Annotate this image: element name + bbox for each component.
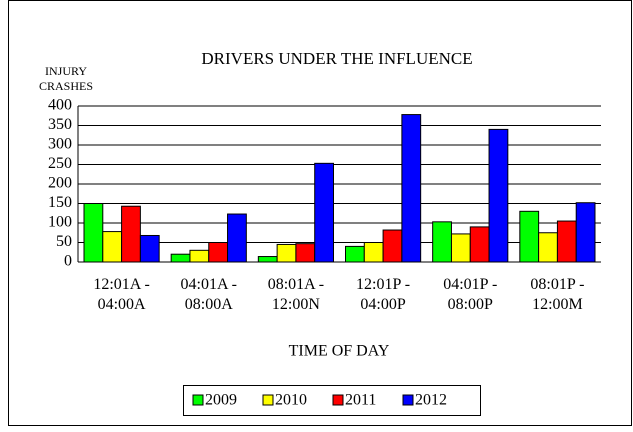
legend-label: 2009 bbox=[205, 392, 237, 409]
y-tick-label: 300 bbox=[48, 136, 72, 153]
bar bbox=[276, 243, 297, 263]
bar bbox=[102, 231, 123, 263]
bar bbox=[295, 243, 316, 263]
legend-swatch bbox=[332, 394, 344, 406]
y-tick-label: 0 bbox=[64, 253, 72, 270]
y-tick-label: 50 bbox=[56, 233, 72, 250]
x-tick-label: 08:01P -12:00M bbox=[530, 276, 584, 313]
y-axis-label: INJURY CRASHES bbox=[39, 64, 93, 93]
legend-box bbox=[183, 385, 481, 416]
bar bbox=[227, 213, 247, 263]
legend-swatch bbox=[402, 394, 414, 406]
bar bbox=[208, 242, 229, 263]
bar bbox=[556, 220, 577, 263]
y-tick-label: 200 bbox=[48, 175, 72, 192]
x-tick-label: 08:01A -12:00N bbox=[268, 276, 324, 313]
bar bbox=[575, 202, 596, 263]
legend-label: 2012 bbox=[415, 392, 447, 409]
bar bbox=[363, 242, 384, 263]
legend-label: 2010 bbox=[275, 392, 307, 409]
x-axis-label: TIME OF DAY bbox=[289, 343, 390, 360]
chart-title: DRIVERS UNDER THE INFLUENCE bbox=[201, 49, 472, 68]
bar bbox=[488, 128, 509, 263]
legend-label: 2011 bbox=[345, 392, 376, 409]
x-tick-label: 04:01A -08:00A bbox=[181, 276, 237, 313]
x-tick-label: 12:01P -04:00P bbox=[356, 276, 410, 313]
bar bbox=[450, 233, 471, 263]
bar bbox=[83, 203, 104, 263]
bar bbox=[519, 210, 540, 263]
x-tick-label: 04:01P -08:00P bbox=[443, 276, 497, 313]
x-tick-label: 12:01A -04:00A bbox=[93, 276, 149, 313]
bar bbox=[170, 253, 191, 263]
legend-swatch bbox=[192, 394, 204, 406]
y-tick-label: 100 bbox=[48, 214, 72, 231]
y-tick-label: 400 bbox=[48, 97, 72, 114]
bar bbox=[432, 221, 452, 263]
y-tick-label: 150 bbox=[48, 194, 72, 211]
bar bbox=[401, 114, 422, 263]
bar bbox=[189, 249, 210, 263]
bar bbox=[121, 205, 141, 263]
bar bbox=[314, 162, 335, 263]
y-tick-label: 350 bbox=[48, 116, 72, 133]
y-tick-label: 250 bbox=[48, 155, 72, 172]
bar bbox=[257, 256, 278, 263]
bar bbox=[469, 226, 490, 263]
bar bbox=[382, 229, 403, 263]
bar bbox=[345, 245, 365, 263]
legend-swatch bbox=[262, 394, 274, 406]
bar bbox=[139, 234, 160, 263]
bar bbox=[538, 232, 558, 263]
